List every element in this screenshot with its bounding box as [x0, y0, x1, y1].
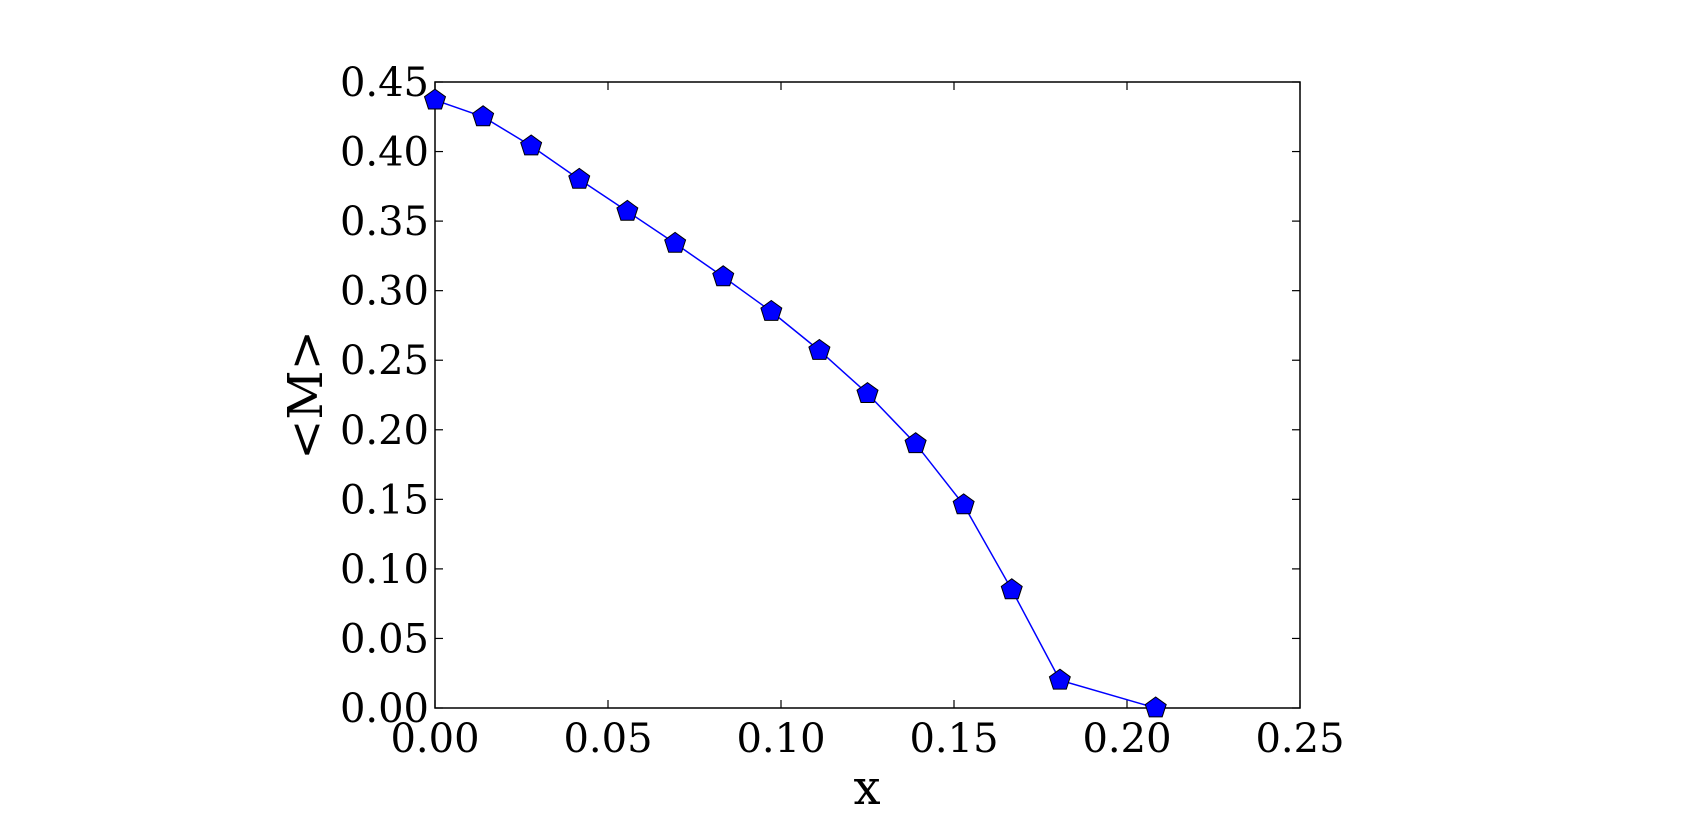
x-tick-label: 0.25	[1255, 716, 1344, 762]
data-point-marker	[808, 338, 831, 360]
x-axis-label: x	[853, 760, 880, 813]
data-point-marker	[423, 88, 447, 110]
data-point-marker	[1000, 578, 1023, 600]
x-tick-label: 0.10	[736, 716, 825, 762]
x-tick-label: 0.00	[390, 716, 479, 762]
data-point-marker	[1048, 668, 1071, 690]
y-tick-label: 0.25	[340, 338, 429, 384]
data-point-marker	[952, 493, 975, 515]
y-axis-label: <M>	[278, 330, 334, 460]
data-point-marker	[904, 432, 927, 454]
y-tick-label: 0.10	[340, 547, 429, 593]
y-tick-label: 0.30	[340, 269, 429, 315]
x-tick-label: 0.15	[909, 716, 998, 762]
y-tick-label: 0.15	[340, 477, 429, 523]
y-tick-label: 0.20	[340, 408, 429, 454]
y-axis-ticks: 0.00 0.05 0.10 0.15 0.20 0.25 0.30 0.35 0.40 0.45	[340, 60, 1300, 732]
data-point-marker	[568, 167, 591, 189]
data-point-marker	[856, 381, 879, 403]
data-point-marker	[520, 134, 543, 156]
data-point-marker	[760, 299, 783, 321]
y-tick-label: 0.45	[340, 60, 429, 106]
data-point-marker	[472, 105, 495, 127]
y-tick-label: 0.35	[340, 199, 429, 245]
x-axis-ticks: 0.00 0.05 0.10 0.15 0.20 0.25	[390, 82, 1345, 762]
series-layer	[423, 88, 1167, 718]
data-point-marker	[664, 231, 687, 253]
y-tick-label: 0.05	[340, 616, 429, 662]
data-point-marker	[712, 265, 735, 287]
data-point-marker	[616, 199, 639, 221]
y-tick-label: 0.40	[340, 130, 429, 176]
data-point-marker	[1144, 696, 1167, 718]
x-tick-label: 0.05	[563, 716, 652, 762]
x-tick-label: 0.20	[1082, 716, 1171, 762]
y-tick-label: 0.00	[340, 686, 429, 732]
